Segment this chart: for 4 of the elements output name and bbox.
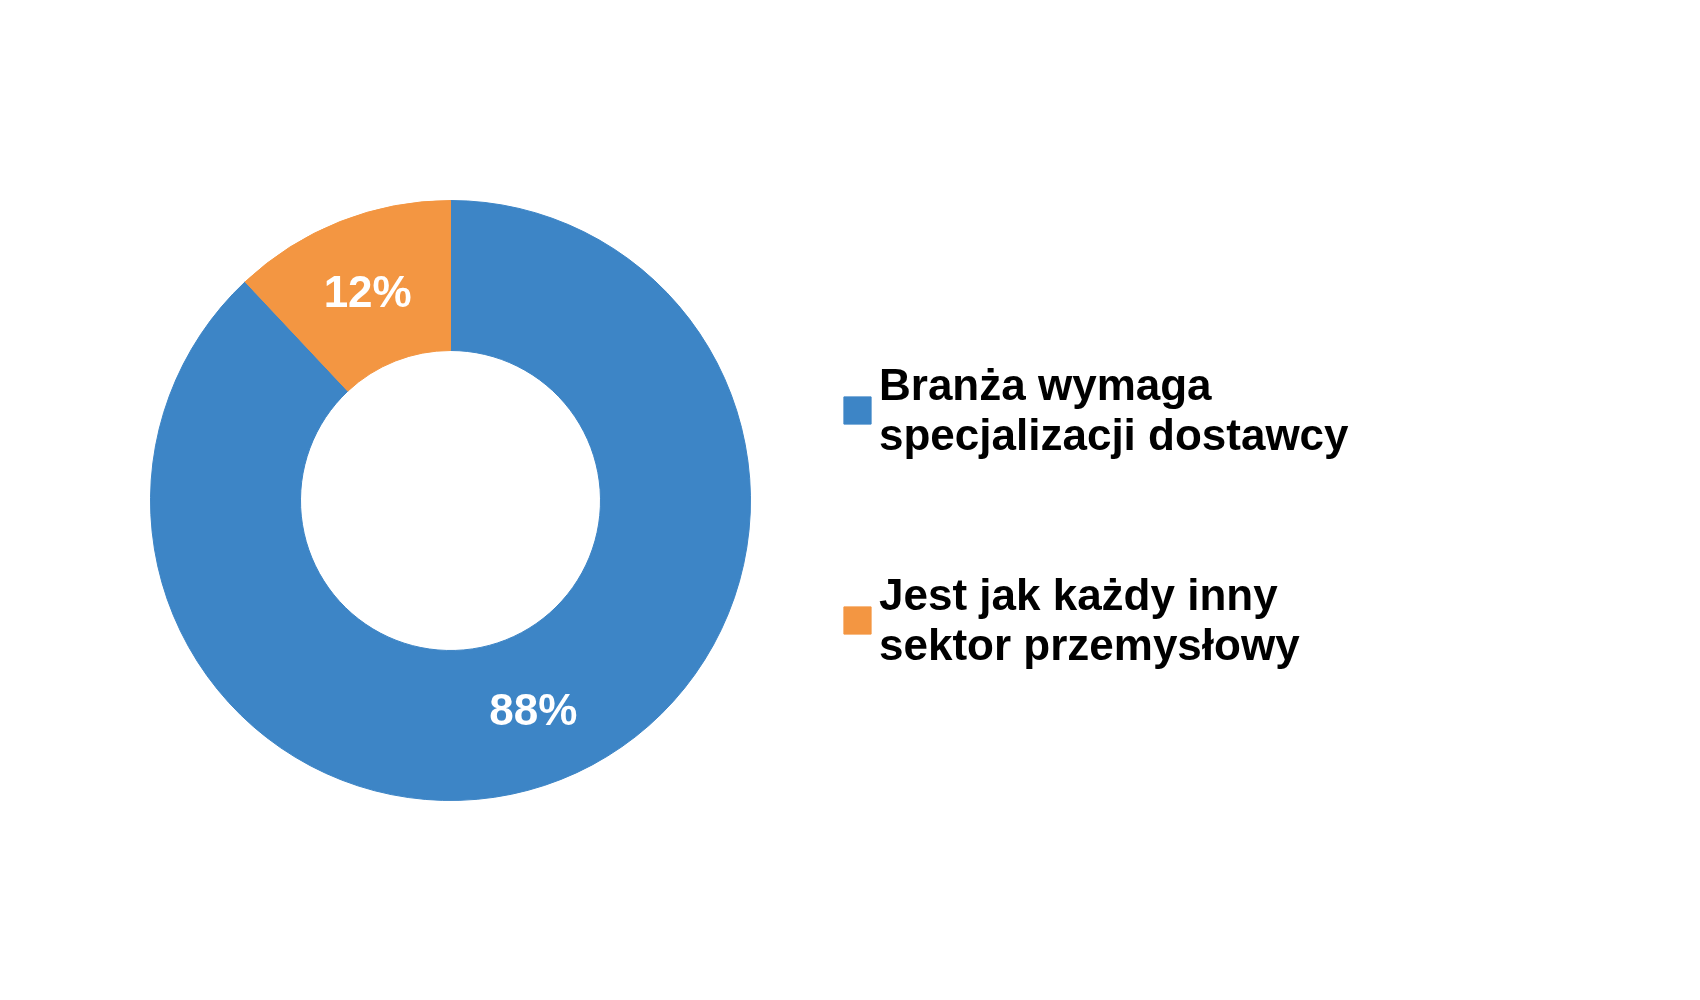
data-label: 12% (323, 266, 412, 316)
data-label: 88% (489, 685, 578, 735)
legend-label: Jest jak każdy inny sektor przemysłowy (879, 570, 1300, 670)
legend-label: Branża wymaga specjalizacji dostawcy (879, 360, 1349, 460)
